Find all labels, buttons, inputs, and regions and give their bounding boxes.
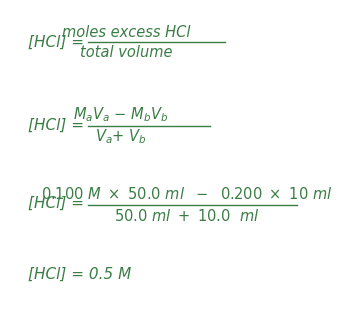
Text: $0.100\ \mathit{M}\ \times\ 50.0\ \mathit{ml}\ \ -\ \ 0.200\ \times\ 10\ \mathit: $0.100\ \mathit{M}\ \times\ 50.0\ \mathi… [41,186,332,202]
Text: [HCl] =: [HCl] = [28,35,89,50]
Text: [HCl] =: [HCl] = [28,118,89,133]
Text: $\mathit{M_a}\mathit{V_a}$ $-$ $\mathit{M_b}\mathit{V_b}$: $\mathit{M_a}\mathit{V_a}$ $-$ $\mathit{… [73,105,168,124]
Text: [HCl] = 0.5 M: [HCl] = 0.5 M [28,267,131,282]
Text: [HCl] =: [HCl] = [28,196,89,211]
Text: total volume: total volume [80,45,173,61]
Text: $\mathit{V_a}$+ $\mathit{V}_b$: $\mathit{V_a}$+ $\mathit{V}_b$ [95,128,146,146]
Text: moles excess HCl: moles excess HCl [62,25,191,40]
Text: $50.0\ \mathit{ml}\ +\ 10.0\ \ \mathit{ml}$: $50.0\ \mathit{ml}\ +\ 10.0\ \ \mathit{m… [114,208,259,225]
